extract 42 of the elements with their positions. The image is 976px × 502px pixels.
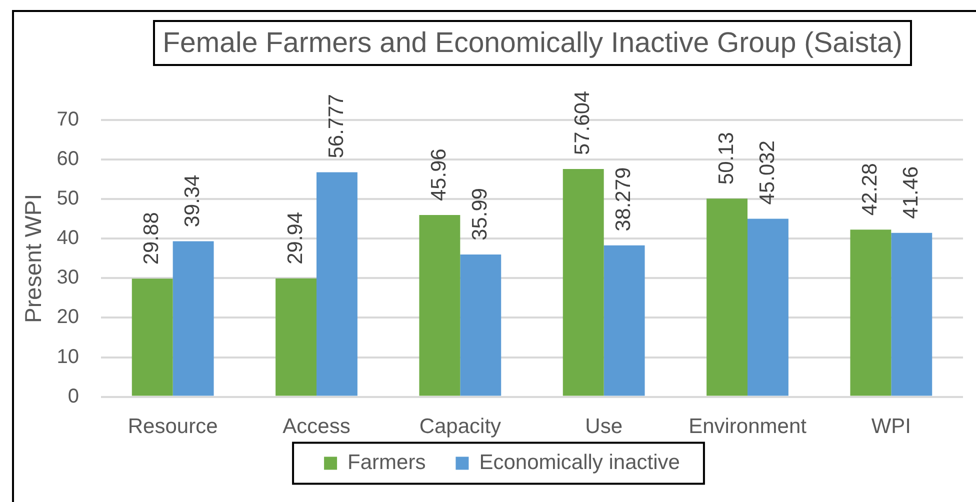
bar <box>748 218 788 396</box>
bar <box>562 169 604 396</box>
y-tick-label: 50 <box>56 188 79 210</box>
bar <box>850 230 892 396</box>
y-tick-label: 60 <box>56 148 79 170</box>
y-tick-label: 30 <box>56 266 79 289</box>
data-label: 39.34 <box>181 174 204 228</box>
bar <box>891 232 932 396</box>
data-label: 29.88 <box>140 212 164 265</box>
x-tick-label: Use <box>585 415 623 438</box>
y-tick-label: 10 <box>56 346 79 368</box>
legend-label: Farmers <box>348 451 426 474</box>
data-label: 35.99 <box>468 188 492 240</box>
x-tick-label: Access <box>282 415 350 438</box>
data-label: 56.777 <box>324 94 348 158</box>
y-axis-title: Present WPI <box>20 194 46 323</box>
bar <box>706 198 748 396</box>
bar <box>276 278 316 396</box>
chart-title: Female Farmers and Economically Inactive Group (Saista) <box>153 20 912 66</box>
y-tick-label: 0 <box>68 385 79 408</box>
data-label: 42.28 <box>858 163 882 216</box>
bar <box>132 278 173 396</box>
bar <box>316 172 358 396</box>
x-tick-label: Resource <box>128 415 218 438</box>
y-tick-label: 20 <box>56 306 79 328</box>
data-label: 57.604 <box>571 90 594 156</box>
legend-label: Economically inactive <box>479 451 680 474</box>
data-label: 45.96 <box>427 148 450 202</box>
y-tick-label: 40 <box>56 227 79 250</box>
data-label: 50.13 <box>714 132 738 185</box>
data-label: 29.94 <box>284 212 307 264</box>
x-tick-label: WPI <box>871 415 912 438</box>
bar <box>419 215 460 396</box>
bar <box>172 241 214 396</box>
data-label: 38.279 <box>612 167 636 232</box>
x-tick-label: Capacity <box>419 415 502 438</box>
bar <box>604 245 645 396</box>
x-tick-label: Environment <box>688 415 807 438</box>
bar <box>460 254 502 396</box>
y-tick-label: 70 <box>56 108 79 131</box>
data-label: 45.032 <box>756 140 779 205</box>
data-label: 41.46 <box>899 166 922 219</box>
